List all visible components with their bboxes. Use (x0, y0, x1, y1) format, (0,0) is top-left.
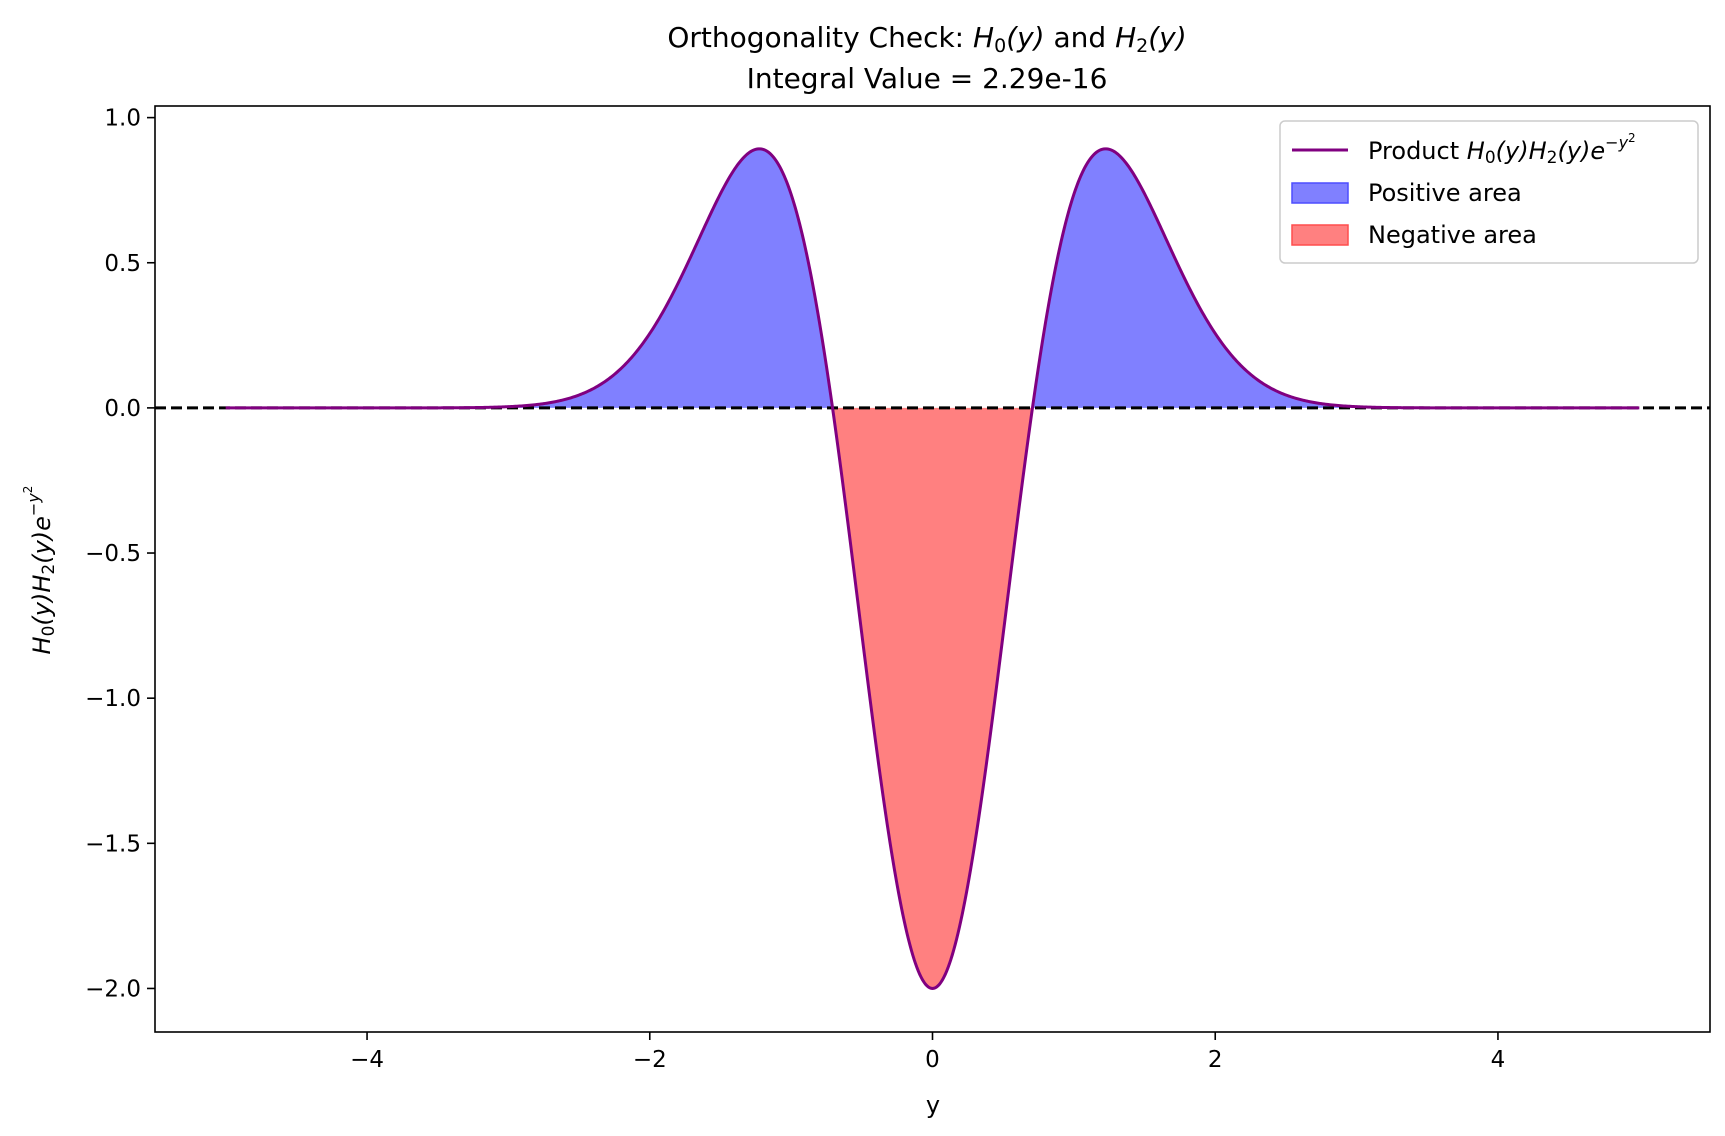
legend-label-negative: Negative area (1368, 221, 1537, 249)
y-tick-label: 0.5 (104, 251, 141, 277)
chart-title-line2: Integral Value = 2.29e-16 (747, 62, 1108, 95)
y-tick-label: −0.5 (85, 541, 141, 567)
negative-area-fill (225, 407, 1640, 989)
x-tick-label: −4 (350, 1047, 384, 1073)
product-curve-line (225, 147, 1640, 990)
product-curve-group (225, 147, 1640, 990)
y-tick-label: −2.0 (85, 976, 141, 1002)
x-tick-label: 2 (1208, 1047, 1223, 1073)
legend-swatch-positive (1291, 182, 1349, 204)
x-axis-label: y (926, 1091, 940, 1119)
y-axis-ticks: 1.0 0.5 0.0 −0.5 −1.0 −1.5 −2.0 (85, 106, 155, 1002)
y-tick-label: −1.5 (85, 831, 141, 857)
legend-swatch-negative (1291, 224, 1349, 246)
legend: Product H0(y)H2(y)e−y2 Positive area Neg… (1279, 120, 1699, 264)
legend-box (1279, 120, 1699, 264)
area-fills (225, 148, 1640, 989)
y-tick-label: 0.0 (104, 396, 141, 422)
y-tick-label: −1.0 (85, 686, 141, 712)
y-axis-label: H0(y)H2(y)e−y2 (21, 486, 59, 655)
legend-label-product: Product H0(y)H2(y)e−y2 (1368, 131, 1636, 168)
y-tick-label: 1.0 (104, 106, 141, 132)
x-axis-ticks: −4 −2 0 2 4 (350, 1032, 1505, 1073)
x-tick-label: 4 (1491, 1047, 1506, 1073)
x-tick-label: 0 (925, 1047, 940, 1073)
chart-title-line1: Orthogonality Check: H0(y) and H2(y) (667, 21, 1186, 57)
legend-label-positive: Positive area (1368, 179, 1522, 207)
x-tick-label: −2 (633, 1047, 667, 1073)
